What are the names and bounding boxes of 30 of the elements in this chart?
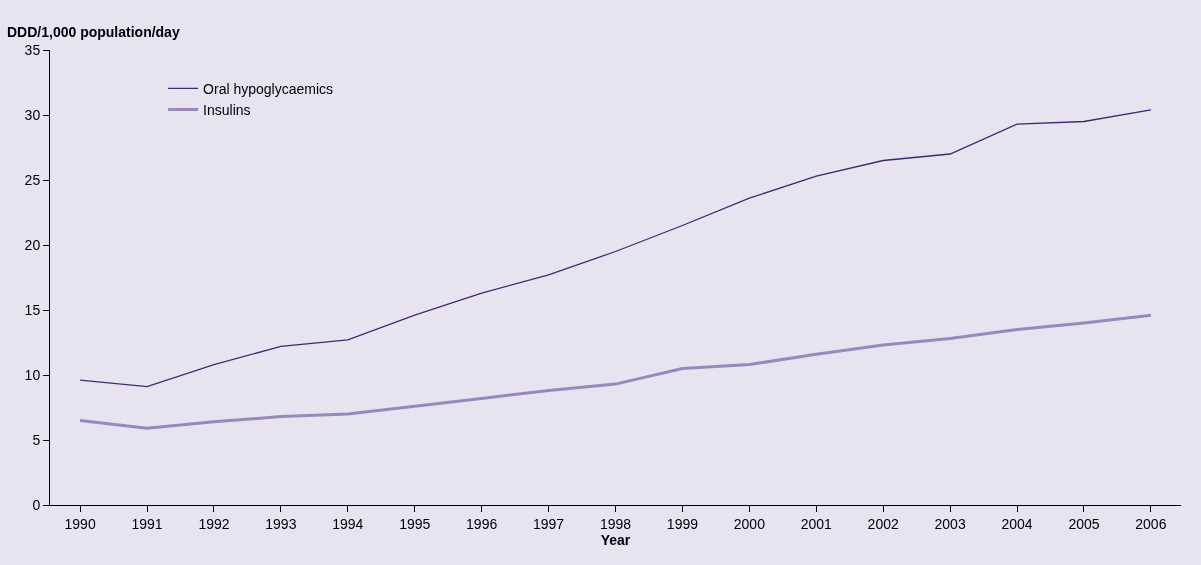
x-tick-label: 1999 [666,515,699,532]
x-tick-label: 1996 [466,515,498,532]
x-tick-label: 1993 [265,515,297,532]
legend-label: Insulins [203,102,251,119]
x-tick-label: 1994 [332,515,364,532]
x-tick-label: 2000 [733,515,766,532]
y-tick-label: 35 [24,41,41,58]
y-tick-label: 5 [32,431,41,448]
x-tick-label: 2006 [1135,515,1167,532]
x-tick-label: 1992 [198,515,230,532]
x-axis-title: Year [600,532,631,549]
x-tick-label: 1991 [131,515,163,532]
x-tick-label: 1997 [533,515,565,532]
y-tick-label: 0 [32,496,41,513]
y-axis-title: DDD/1,000 population/day [7,24,180,40]
x-tick-label: 2005 [1068,515,1100,532]
line-series [78,313,1153,430]
y-tick-label: 15 [24,301,41,318]
x-tick-label: 2002 [867,515,899,532]
x-tick-label: 1990 [64,515,96,532]
x-tick-label: 2003 [934,515,966,532]
x-tick-label: 1995 [399,515,431,532]
x-tick-label: 2004 [1001,515,1033,532]
y-tick-label: 20 [24,236,41,253]
y-tick-label: 25 [24,171,41,188]
legend-label: Oral hypoglycaemics [203,80,334,97]
x-tick-label: 1998 [599,515,632,532]
x-tick-label: 2001 [800,515,833,532]
y-tick-label: 30 [24,106,41,123]
y-tick-label: 10 [24,366,41,383]
